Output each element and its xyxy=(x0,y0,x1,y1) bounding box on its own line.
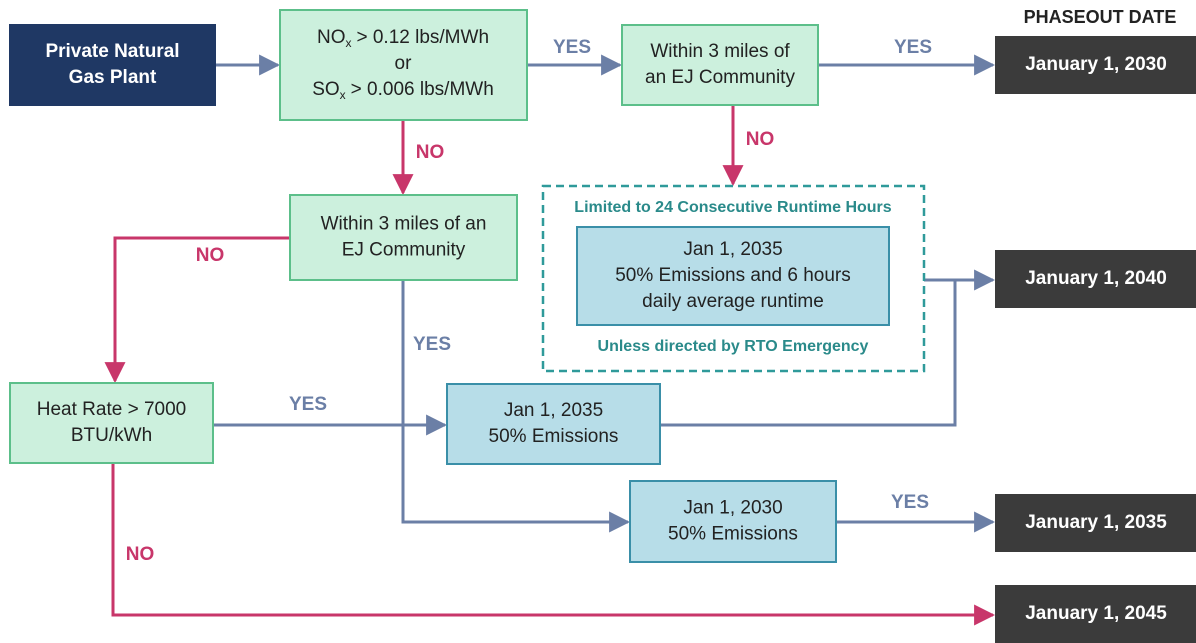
arrow xyxy=(104,236,290,384)
node-text: 50% Emissions xyxy=(489,426,619,447)
outcome-text: January 1, 2045 xyxy=(1025,603,1167,624)
node-box xyxy=(629,480,837,563)
edge-label: YES xyxy=(413,334,451,355)
outcome-text: January 1, 2030 xyxy=(1025,54,1167,75)
node-text: Private Natural xyxy=(45,41,179,62)
outcome-box xyxy=(995,494,1196,552)
outcome-text: January 1, 2035 xyxy=(1025,512,1167,533)
text: > 0.12 lbs/MWh xyxy=(356,27,489,48)
emissions-or: or xyxy=(395,53,413,74)
runtime-group xyxy=(541,184,926,373)
node-text: BTU/kWh xyxy=(71,425,152,446)
emissions-line: SOx > 0.006 lbs/MWh xyxy=(312,79,494,102)
node-text: an EJ Community xyxy=(645,67,795,88)
text: SO xyxy=(312,79,339,100)
node-box xyxy=(289,194,518,281)
edge-label: YES xyxy=(553,37,591,58)
node-box xyxy=(9,382,214,464)
edge-label: YES xyxy=(289,394,327,415)
node-text: EJ Community xyxy=(342,240,466,261)
node-box xyxy=(576,226,890,326)
node-text: Heat Rate > 7000 xyxy=(37,399,186,420)
edge-label: NO xyxy=(746,129,775,150)
arrow xyxy=(111,463,996,626)
node-text: 50% Emissions xyxy=(668,524,798,545)
arrow xyxy=(401,280,631,533)
group-footer: Unless directed by RTO Emergency xyxy=(598,338,869,355)
node-text: Jan 1, 2035 xyxy=(683,239,782,260)
node-text: Within 3 miles of xyxy=(650,41,790,62)
node-text: daily average runtime xyxy=(642,291,824,312)
edge-label: YES xyxy=(894,37,932,58)
edge-label: NO xyxy=(416,142,445,163)
node-text: Jan 1, 2035 xyxy=(504,400,603,421)
outcome-box xyxy=(995,585,1196,643)
node-box xyxy=(621,24,819,106)
node-text: Within 3 miles of an xyxy=(321,214,487,235)
edge-label: YES xyxy=(891,492,929,513)
node-box xyxy=(446,383,661,465)
outcome-text: January 1, 2040 xyxy=(1025,268,1167,289)
subscript: x xyxy=(340,88,346,102)
emissions-box xyxy=(279,9,528,121)
node-text: Jan 1, 2030 xyxy=(683,498,782,519)
edge-label: NO xyxy=(196,245,225,266)
outcome-box xyxy=(995,36,1196,94)
outcome-box xyxy=(995,250,1196,308)
emissions-line: NOx > 0.12 lbs/MWh xyxy=(317,27,489,50)
column-header: PHASEOUT DATE xyxy=(1024,7,1177,27)
group-title: Limited to 24 Consecutive Runtime Hours xyxy=(574,199,891,216)
node-box xyxy=(9,24,216,106)
text: NO xyxy=(317,27,346,48)
subscript: x xyxy=(345,36,351,50)
edge-label: NO xyxy=(126,544,155,565)
node-text: 50% Emissions and 6 hours xyxy=(615,265,851,286)
node-text: Gas Plant xyxy=(69,67,157,88)
connector xyxy=(660,280,957,427)
text: > 0.006 lbs/MWh xyxy=(351,79,494,100)
